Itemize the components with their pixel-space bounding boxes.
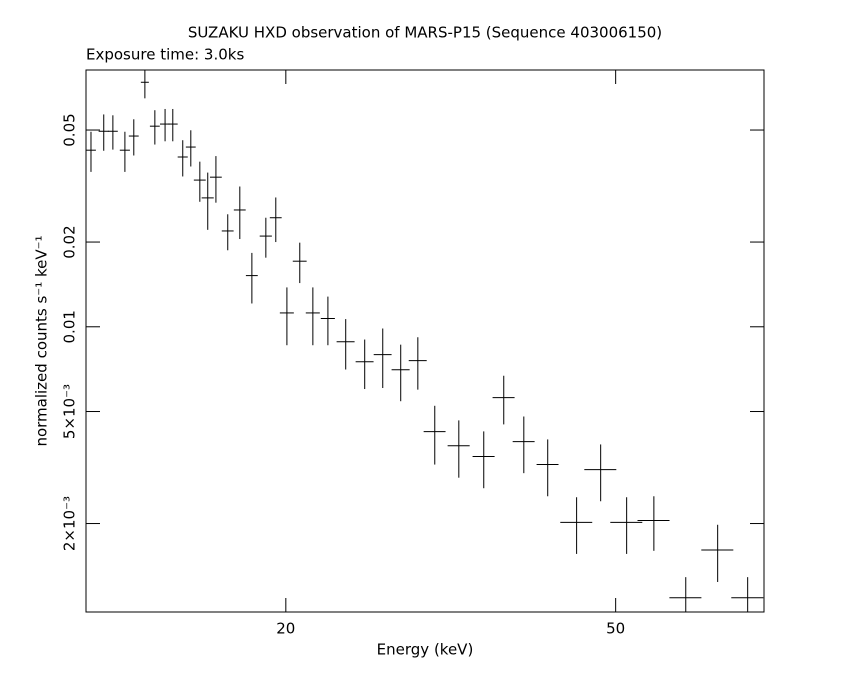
chart-subtitle: Exposure time: 3.0ks [86,46,244,64]
y-tick-label: 2×10⁻³ [61,496,79,551]
x-tick-label: 50 [606,620,625,638]
chart-title: SUZAKU HXD observation of MARS-P15 (Sequ… [188,24,662,42]
y-tick-label: 0.05 [61,113,79,146]
y-tick-label: 0.02 [61,225,79,258]
y-tick-label: 5×10⁻³ [61,384,79,439]
y-axis-label: normalized counts s⁻¹ keV⁻¹ [33,235,51,446]
plot-frame [85,69,765,613]
data-layer [86,70,764,612]
x-tick-label: 20 [276,620,295,638]
x-axis-label: Energy (keV) [377,641,474,659]
y-tick-label: 0.01 [61,310,79,343]
